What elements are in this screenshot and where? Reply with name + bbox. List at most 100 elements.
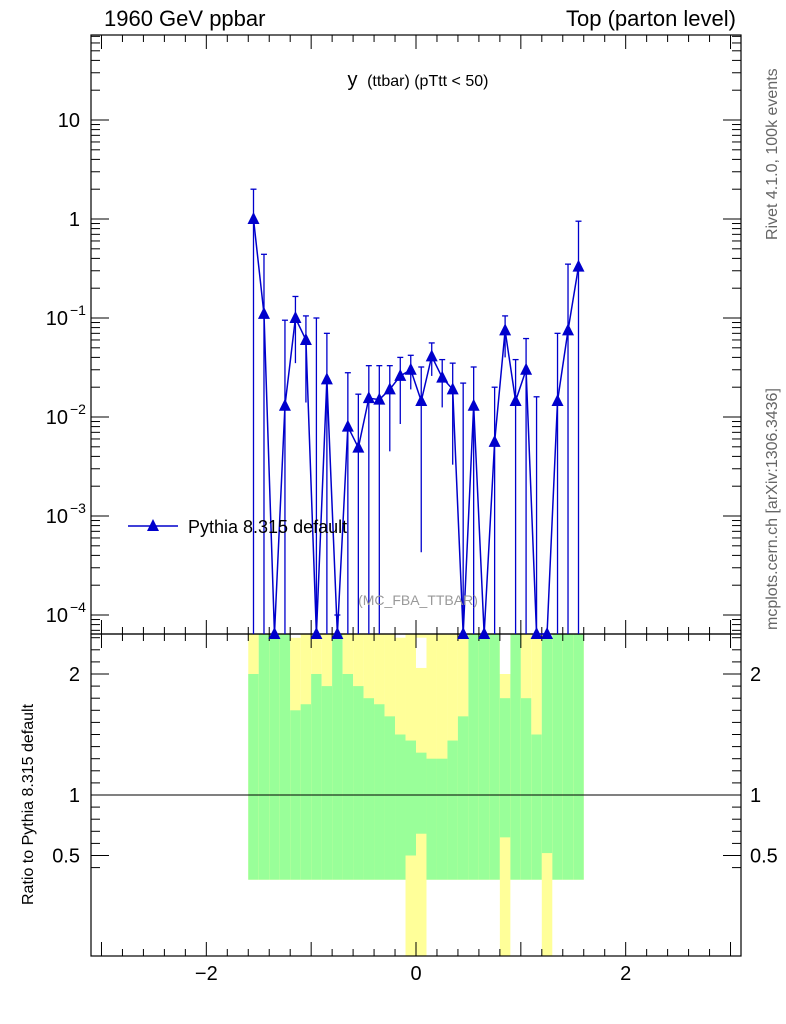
ratio-band-inner: [416, 752, 427, 880]
main-axes-box: [90, 34, 742, 635]
ratio-band-inner: [374, 704, 385, 880]
series-group: [247, 188, 585, 639]
ratio-band-inner: [478, 634, 490, 880]
ratio-band-inner: [426, 758, 437, 880]
ratio-band-inner: [384, 716, 396, 880]
ratio-band-outer-low: [499, 837, 511, 956]
ratio-band-inner: [499, 698, 511, 880]
ratio-band-inner: [562, 634, 574, 880]
y-tick-exponent: −3: [70, 500, 86, 516]
y-tick-exponent: −1: [70, 302, 86, 318]
data-point: [415, 394, 428, 407]
data-point: [341, 419, 354, 432]
ratio-band-inner: [468, 634, 479, 880]
ratio-band-inner: [405, 740, 416, 880]
ratio-band-inner: [520, 698, 532, 880]
ratio-band-inner: [342, 674, 354, 880]
ratio-band-inner: [321, 686, 333, 880]
y-tick-label-exp: 10: [46, 605, 68, 627]
data-point: [446, 382, 459, 395]
ratio-band-outer: [436, 634, 448, 880]
ratio-band-inner: [531, 734, 542, 880]
header-collider: 1960 GeV ppbar: [104, 6, 266, 31]
ratio-band-inner: [269, 634, 280, 880]
data-point: [467, 398, 480, 411]
data-point: [320, 372, 333, 385]
y-tick-label-exp: 10: [46, 407, 68, 429]
ratio-frame: −2 0 2 2 2 1 1 0.5 0.5: [52, 633, 778, 985]
data-point: [530, 627, 543, 639]
ratio-band-outer-low: [416, 833, 427, 956]
data-point: [352, 440, 365, 453]
y-tick-exponent: −4: [70, 599, 86, 615]
ratio-tick-label: 1: [69, 785, 80, 807]
ratio-band-gap: [499, 634, 511, 674]
data-point: [362, 391, 375, 404]
data-point: [572, 259, 585, 272]
ratio-tick-label-right: 0.5: [750, 846, 778, 868]
data-point: [488, 434, 501, 447]
ratio-band-inner: [552, 634, 563, 880]
ratio-band-inner: [363, 698, 375, 880]
ratio-band-inner: [258, 634, 270, 880]
data-point: [562, 323, 575, 336]
data-point: [499, 323, 512, 336]
data-point: [331, 627, 344, 639]
data-point: [551, 394, 564, 407]
ratio-band-inner: [353, 686, 364, 880]
ratio-band-inner: [447, 740, 458, 880]
data-point: [257, 306, 270, 319]
ratio-band-inner: [457, 716, 469, 880]
data-point: [404, 362, 417, 375]
ratio-band-inner: [510, 634, 521, 880]
data-point: [310, 627, 323, 639]
data-point: [509, 394, 522, 407]
x-tick-label: 0: [410, 963, 421, 985]
ratio-band-inner: [279, 634, 291, 880]
ratio-band-inner: [248, 674, 259, 880]
data-point: [436, 370, 449, 383]
legend-marker: [147, 519, 159, 531]
ratio-tick-label-right: 2: [750, 664, 761, 686]
watermark: (MC_FBA_TTBAR): [358, 592, 478, 608]
y-tick-label-exp: 10: [46, 308, 68, 330]
plot-title-main: y: [348, 69, 358, 91]
ratio-band-inner: [541, 634, 553, 880]
data-point: [425, 349, 438, 362]
data-point: [289, 311, 302, 323]
ratio-bands: [248, 634, 584, 956]
data-point: [394, 368, 407, 381]
legend-label: Pythia 8.315 default: [188, 517, 347, 537]
ratio-band-inner: [489, 634, 500, 880]
ratio-band-inner: [573, 634, 584, 880]
ratio-band-inner: [300, 704, 312, 880]
x-tick-label: −2: [195, 963, 218, 985]
y-tick-label: 10: [58, 110, 80, 132]
data-point: [383, 382, 396, 395]
data-point: [520, 362, 533, 375]
plot-title-sub: (ttbar) (pTtt < 50): [367, 73, 488, 90]
ratio-band-outer-low: [405, 855, 416, 956]
data-point: [247, 212, 260, 224]
ratio-band-gap: [416, 637, 427, 668]
ratio-tick-label-right: 1: [750, 785, 761, 807]
ratio-band-outer: [426, 634, 437, 880]
y-tick-label-exp: 10: [46, 506, 68, 528]
data-point: [278, 398, 291, 411]
data-point: [478, 627, 491, 639]
data-point: [541, 627, 554, 639]
data-point: [299, 332, 312, 345]
y-tick-exponent: −2: [70, 401, 86, 417]
data-point: [373, 392, 386, 405]
ratio-band-inner: [436, 758, 448, 880]
ratio-tick-label: 0.5: [52, 846, 80, 868]
ratio-band-gap: [395, 634, 406, 638]
ratio-band-inner: [332, 634, 343, 880]
plot-title: y (ttbar) (pTtt < 50): [348, 69, 489, 91]
data-point: [457, 627, 470, 639]
ratio-tick-label: 2: [69, 664, 80, 686]
series-line: [252, 218, 580, 635]
ratio-band-gap: [290, 634, 301, 638]
